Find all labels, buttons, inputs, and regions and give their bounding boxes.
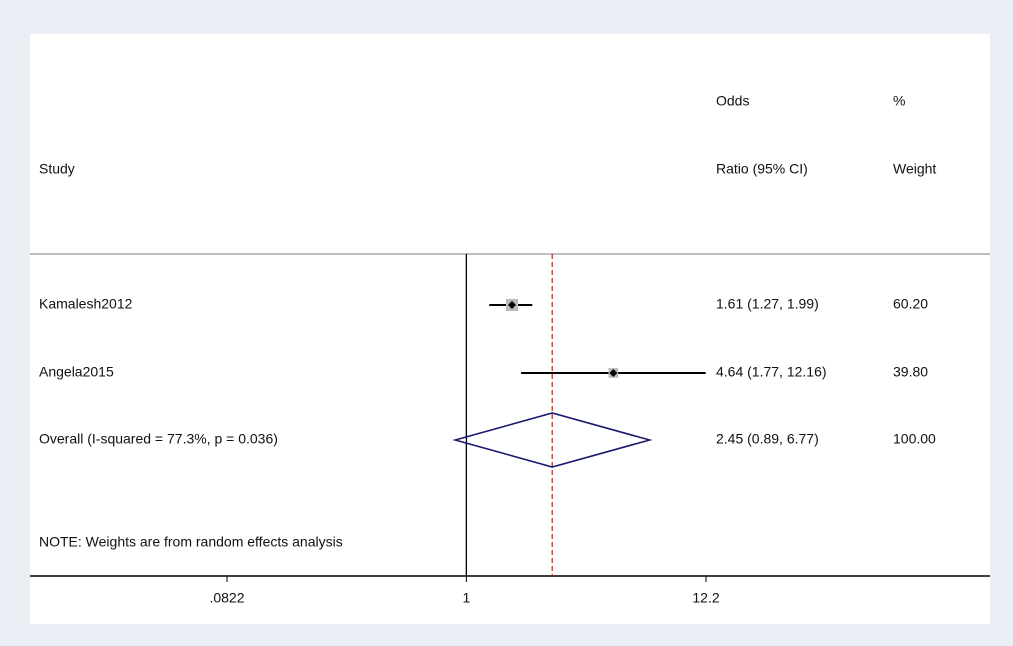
study-name: Angela2015 bbox=[39, 364, 114, 380]
weight-header: Weight bbox=[893, 161, 936, 177]
note: NOTE: Weights are from random effects an… bbox=[39, 534, 343, 550]
x-tick-label: .0822 bbox=[209, 590, 244, 606]
overall-name: Overall (I-squared = 77.3%, p = 0.036) bbox=[39, 431, 278, 447]
ci-label: 2.45 (0.89, 6.77) bbox=[716, 431, 819, 447]
plot-panel bbox=[30, 34, 990, 624]
point-estimate bbox=[507, 301, 516, 309]
ci-label: 4.64 (1.77, 12.16) bbox=[716, 364, 827, 380]
weight-header: % bbox=[893, 93, 905, 109]
x-tick-label: 12.2 bbox=[692, 590, 719, 606]
effect-header: Odds bbox=[716, 93, 749, 109]
study-header: Study bbox=[39, 161, 75, 177]
point-estimate bbox=[609, 369, 618, 377]
overall-diamond bbox=[452, 412, 653, 468]
weight-label: 100.00 bbox=[893, 431, 936, 447]
ci-label: 1.61 (1.27, 1.99) bbox=[716, 296, 819, 312]
weight-label: 39.80 bbox=[893, 364, 928, 380]
effect-header: Ratio (95% CI) bbox=[716, 161, 808, 177]
weight-label: 60.20 bbox=[893, 296, 928, 312]
x-tick-label: 1 bbox=[462, 590, 470, 606]
study-name: Kamalesh2012 bbox=[39, 296, 133, 312]
